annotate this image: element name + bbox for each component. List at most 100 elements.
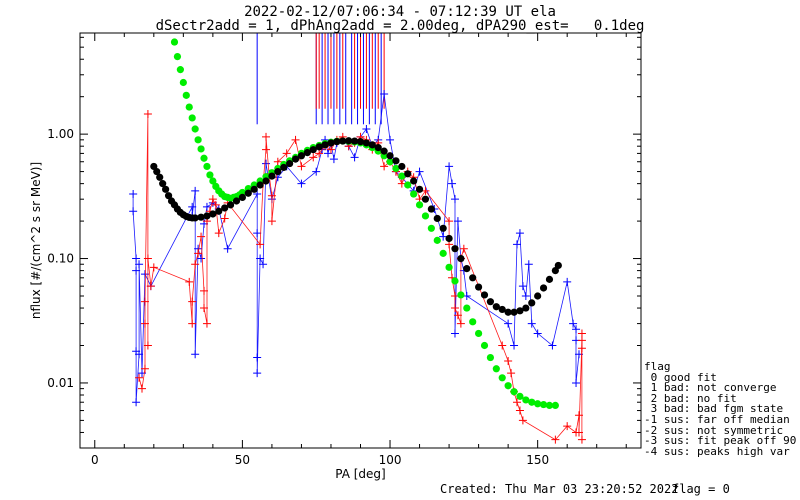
fit-point: [191, 125, 199, 133]
title-line-2: dSectr2add = 1, dPhAng2add = 2.00deg, dP…: [155, 18, 645, 34]
legend-item: 3 bad: bad fgm state: [644, 402, 784, 416]
fit-point: [188, 114, 196, 122]
title-line-1: 2022-02-12/07:06:34 - 07:12:39 UT ela: [244, 4, 556, 20]
data-point: [527, 319, 536, 328]
data-point: [143, 254, 152, 263]
data-point: [448, 179, 457, 188]
fit-point: [244, 189, 252, 197]
data-point: [267, 191, 276, 200]
fit-point: [433, 214, 441, 223]
data-point: [512, 398, 521, 407]
legend-item: -1 sus: far off median: [644, 412, 790, 426]
data-point: [297, 179, 306, 188]
data-point: [415, 167, 424, 176]
fit-point: [445, 263, 453, 271]
fit-point: [504, 382, 512, 390]
series-3: [150, 137, 562, 316]
data-point: [309, 153, 318, 162]
fit-point: [510, 308, 518, 316]
data-point: [267, 217, 276, 226]
fit-point: [286, 159, 294, 168]
fit-point: [433, 236, 441, 244]
fit-point: [398, 172, 406, 180]
legend-item: -2 sus: not symmetric: [644, 423, 784, 437]
fit-point: [534, 292, 542, 300]
data-point: [191, 350, 200, 359]
fit-point: [463, 304, 471, 312]
data-point: [140, 319, 149, 328]
data-point: [548, 341, 557, 350]
fit-point: [238, 188, 246, 197]
data-point: [129, 207, 138, 216]
data-point: [315, 149, 324, 158]
data-point: [551, 435, 560, 444]
fit-point: [486, 298, 495, 306]
fit-point: [469, 274, 477, 282]
fit-point: [191, 214, 199, 222]
fit-point: [415, 201, 424, 209]
data-point: [262, 132, 271, 141]
fit-point: [345, 137, 353, 145]
fit-point: [545, 275, 554, 283]
data-point: [191, 186, 200, 195]
fit-point: [528, 299, 536, 307]
data-point: [208, 195, 217, 204]
fit-point: [492, 365, 500, 373]
data-point: [312, 167, 321, 176]
fit-point: [475, 283, 483, 291]
data-point: [515, 406, 524, 415]
fit-point: [327, 139, 335, 147]
axes-layer: 0 50 100 150 0.01 0.10 1.00 PA [deg] nflux [#/(c…: [29, 32, 642, 481]
fit-point: [451, 277, 459, 285]
fit-point: [380, 147, 388, 155]
data-point: [129, 190, 138, 199]
fit-point: [528, 398, 536, 406]
data-point: [146, 282, 155, 291]
data-point: [572, 378, 581, 387]
fit-point: [333, 138, 341, 146]
data-point: [256, 240, 265, 249]
fit-point: [197, 213, 205, 221]
fit-point: [463, 265, 471, 273]
data-point: [256, 254, 265, 263]
data-point: [135, 350, 144, 359]
data-point: [445, 217, 454, 226]
fit-point: [516, 392, 524, 400]
fit-point: [221, 204, 229, 212]
fit-point: [185, 103, 193, 111]
fit-point: [374, 143, 382, 152]
data-point: [574, 411, 583, 420]
data-point: [214, 229, 223, 238]
legend-item: 1 bad: not converge: [644, 381, 777, 395]
fit-point: [194, 136, 202, 144]
fit-point: [162, 185, 170, 193]
fit-point: [457, 291, 465, 299]
x-tick-label: 150: [526, 453, 549, 467]
fit-point: [486, 353, 495, 362]
fit-point: [510, 388, 518, 396]
data-point: [135, 260, 144, 269]
y-axis-label: nflux [#/(cm^2 s sr MeV)]: [29, 162, 43, 319]
fit-point: [427, 224, 435, 232]
data-point: [262, 159, 271, 168]
fit-point: [554, 261, 562, 270]
fit-point: [179, 78, 187, 87]
y-tick-label: 0.01: [47, 376, 74, 390]
data-point: [273, 157, 282, 166]
fit-point: [209, 177, 217, 185]
fit-point: [232, 197, 241, 205]
fit-point: [480, 341, 489, 350]
data-point: [450, 195, 459, 204]
fit-point: [427, 205, 435, 213]
data-point: [329, 155, 338, 164]
data-point: [504, 357, 513, 366]
fit-point: [392, 164, 400, 173]
data-point: [140, 364, 149, 373]
fit-point: [439, 249, 447, 257]
data-point: [563, 277, 572, 286]
fit-point: [457, 254, 465, 263]
flag-readout: flag = 0: [672, 482, 730, 496]
data-point: [453, 217, 462, 226]
data-point: [498, 341, 507, 350]
